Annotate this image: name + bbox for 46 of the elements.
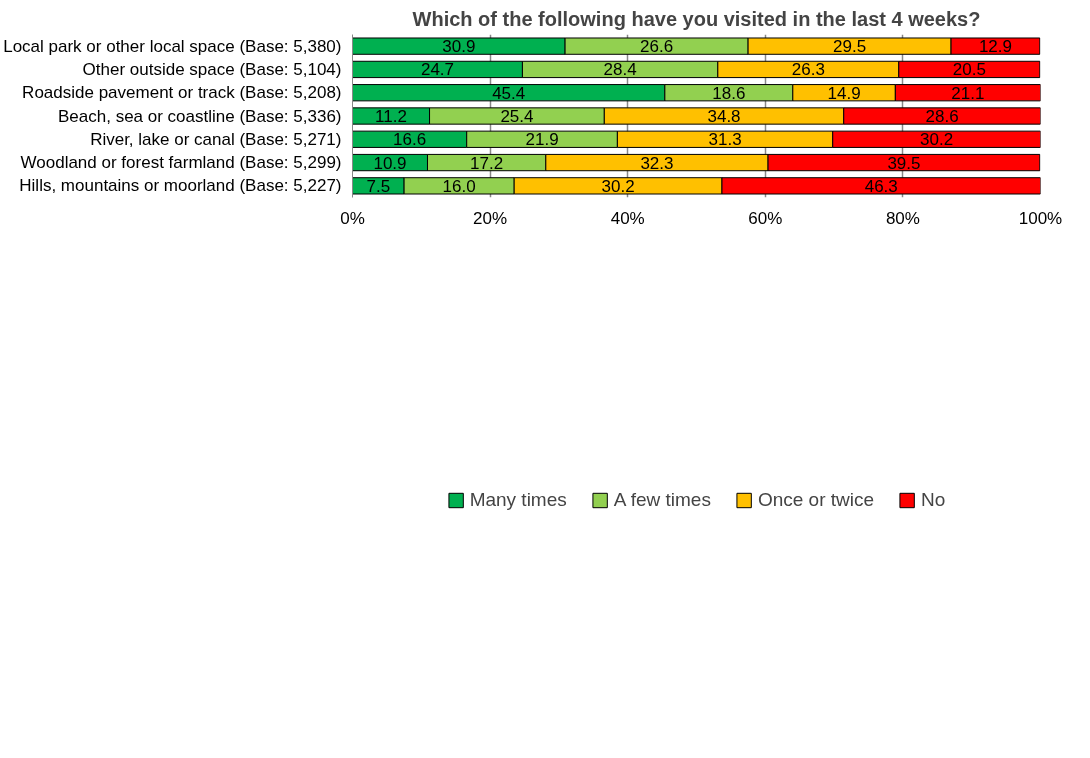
y-tick-label: River, lake or canal (Base: 5,271) [90,129,342,149]
data-label: 21.1 [951,83,985,103]
data-label: 21.9 [525,130,559,150]
data-label: 11.2 [375,107,407,126]
data-label: 45.4 [492,83,526,103]
data-label: 12.9 [978,37,1012,57]
x-tick-label: 40% [610,208,645,228]
data-label: 20.5 [952,60,986,80]
data-label: 25.4 [500,107,534,126]
data-label: 18.6 [712,83,746,103]
y-tick-label: Other outside space (Base: 5,104) [82,59,342,79]
chart-title: Which of the following have you visited in the last 4 weeks? [412,7,981,30]
data-label: 24.7 [420,60,455,80]
y-tick-label: Beach, sea or coastline (Base: 5,336) [58,106,342,126]
data-label: 26.6 [640,37,674,57]
y-tick-label: Hills, mountains or moorland (Base: 5,227) [19,176,342,196]
y-tick-label: Woodland or forest farmland (Base: 5,299) [20,153,342,173]
data-label: 29.5 [833,37,867,57]
legend-label: No [921,489,946,511]
x-tick-label: 100% [1018,208,1063,228]
data-label: 7.5 [366,176,391,196]
legend-label: A few times [613,489,711,511]
data-label: 46.3 [864,176,898,196]
data-label: 10.9 [373,153,407,173]
x-tick-label: 0% [340,208,365,228]
data-label: 26.3 [791,60,825,80]
data-label: 28.4 [603,60,637,80]
data-label: 30.9 [442,37,476,57]
data-label: 14.9 [827,83,861,103]
legend-label: Once or twice [757,489,875,511]
x-tick-label: 20% [473,208,508,228]
data-label: 17.2 [470,153,504,173]
data-label: 32.3 [640,153,674,173]
data-label: 30.2 [920,130,954,150]
data-label: 39.5 [887,153,921,173]
data-label: 30.2 [601,176,635,196]
data-label: 28.6 [925,107,959,126]
legend-label: Many times [469,489,567,511]
y-tick-label: Roadside pavement or track (Base: 5,208) [22,83,342,103]
data-label: 16.0 [442,176,476,196]
data-label: 31.3 [708,130,742,150]
y-tick-label: Local park or other local space (Base: 5,380) [3,36,342,56]
data-label: 34.8 [707,107,741,126]
x-tick-label: 60% [748,208,783,228]
data-label: 16.6 [393,130,427,150]
x-tick-label: 80% [885,208,920,228]
